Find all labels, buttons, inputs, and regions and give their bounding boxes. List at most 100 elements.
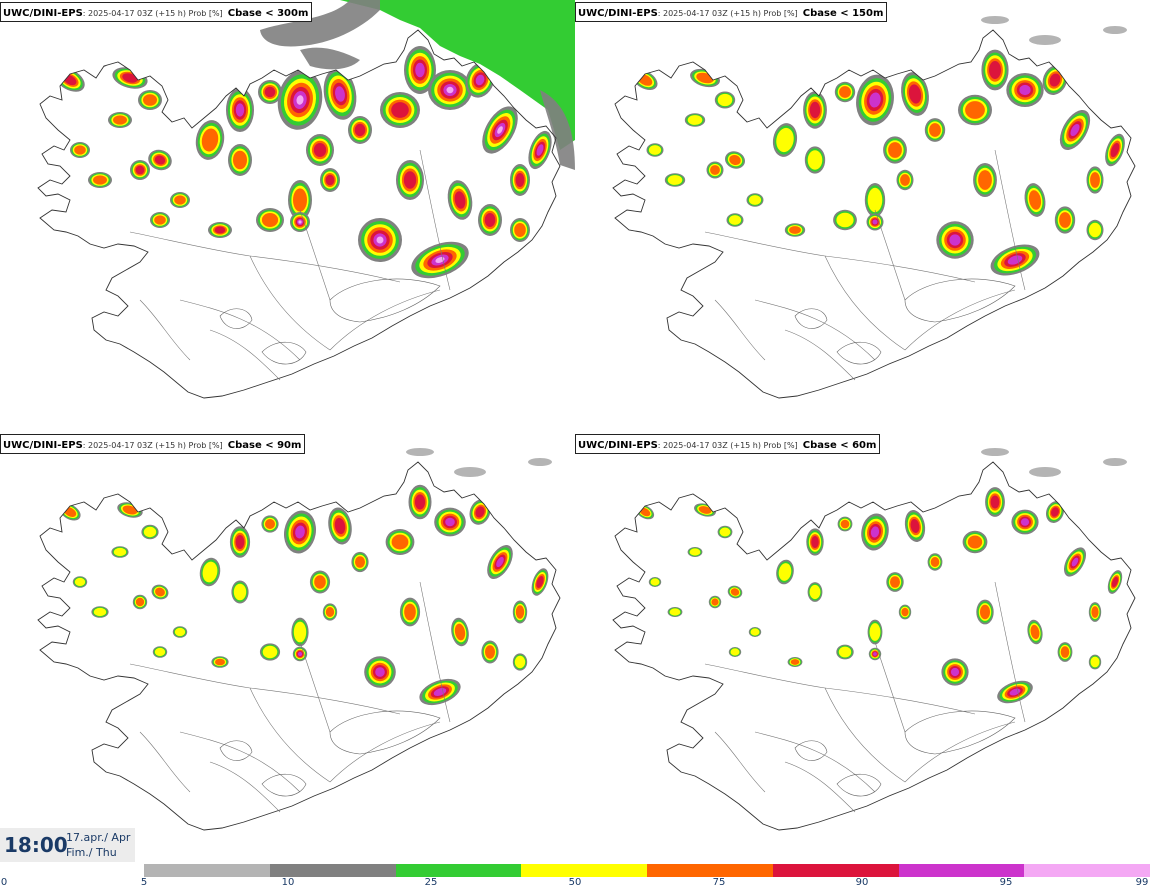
prob-contour [687, 115, 703, 125]
prob-contour [978, 170, 992, 190]
prob-contour [74, 145, 86, 155]
prob-contour [872, 219, 878, 225]
region-border [824, 255, 976, 283]
colorbar-ticks: 0 5 10 25 50 75 90 95 99 [0, 877, 1150, 891]
glacier-outline [794, 308, 828, 329]
colorbar-tick: 5 [140, 877, 148, 888]
prob-contour [435, 257, 445, 263]
prob-contour [667, 175, 683, 185]
probability-colorbar [144, 864, 1150, 877]
prob-contour [314, 575, 326, 589]
region-border [249, 255, 401, 283]
prob-contour [215, 658, 225, 666]
prob-contour [710, 165, 720, 175]
prob-contour [404, 603, 416, 621]
prob-contour [1091, 606, 1099, 618]
glacier-outline [329, 278, 441, 323]
prob-contour [650, 578, 660, 586]
prob-field-sea [540, 90, 575, 170]
prob-contour [154, 647, 166, 657]
prob-contour [778, 563, 792, 581]
prob-contour [233, 583, 247, 601]
prob-contour [717, 93, 733, 107]
prob-contour [838, 646, 852, 658]
prob-contour [839, 86, 851, 98]
region-border [249, 255, 331, 351]
prob-contour [989, 61, 1001, 79]
coastline [612, 461, 1136, 831]
region-border [329, 289, 441, 351]
colorbar-segment [898, 864, 1025, 877]
prob-contour [174, 627, 186, 637]
prob-field-sea [1103, 458, 1127, 466]
prob-contour [497, 126, 503, 134]
prob-field-sea [300, 47, 360, 70]
prob-field-sea [260, 0, 380, 47]
colorbar-tick: 99 [1135, 877, 1149, 888]
prob-contour [265, 519, 275, 529]
prob-contour [698, 506, 712, 514]
prob-contour [94, 56, 106, 64]
prob-contour [1088, 222, 1102, 238]
prob-contour [890, 576, 900, 588]
prob-contour [873, 652, 877, 656]
colorbar-tick: 25 [424, 877, 438, 888]
prob-contour [235, 103, 245, 117]
prob-contour [214, 226, 226, 234]
prob-contour [1020, 518, 1030, 526]
prob-contour [809, 101, 821, 119]
panel-title: UWC/DINI-EPS: 2025-04-17 03Z (+15 h) Pro… [0, 2, 313, 22]
prob-contour [403, 171, 417, 189]
colorbar-tick: 95 [999, 877, 1013, 888]
prob-contour [967, 535, 983, 549]
prob-contour [789, 226, 801, 234]
prob-contour [514, 655, 526, 669]
glacier-outline [329, 710, 441, 755]
prob-contour [74, 577, 86, 587]
colorbar-segment [144, 864, 270, 877]
prob-contour [296, 95, 304, 105]
prob-contour [155, 587, 165, 597]
region-border [179, 731, 301, 793]
coastline [612, 29, 1136, 399]
prob-field-sea [1103, 26, 1127, 34]
coastline [37, 29, 561, 399]
glacier-outline [219, 308, 253, 329]
region-border [704, 663, 826, 689]
prob-contour [536, 575, 544, 589]
glacier-outline [904, 278, 1016, 323]
region-border [824, 687, 906, 783]
region-border [784, 761, 856, 813]
prob-contour [670, 488, 680, 496]
iceland-map [37, 0, 575, 399]
prob-contour [297, 651, 303, 657]
prob-contour [1051, 507, 1059, 517]
prob-contour [485, 645, 495, 659]
valid-time: 18:00 [4, 833, 68, 857]
prob-contour [113, 115, 127, 125]
prob-contour [313, 143, 327, 157]
prob-contour [202, 561, 218, 583]
map-panel-cbase-60m: UWC/DINI-EPS: 2025-04-17 03Z (+15 h) Pro… [575, 432, 1150, 862]
prob-contour [154, 155, 166, 165]
prob-contour [1090, 172, 1100, 188]
prob-field-sea [528, 458, 552, 466]
prob-contour [414, 494, 426, 510]
colorbar-tick: 75 [712, 877, 726, 888]
prob-contour [93, 175, 107, 185]
region-border [299, 641, 331, 733]
region-border [209, 761, 281, 813]
iceland-map [37, 448, 561, 831]
colorbar-tick: 50 [568, 877, 582, 888]
valid-date: 17.apr./ Apr [66, 831, 131, 844]
region-border [754, 299, 876, 361]
prob-contour [391, 534, 409, 550]
iceland-map [612, 16, 1136, 399]
prob-contour [122, 505, 138, 515]
prob-contour [454, 623, 466, 641]
region-border [249, 687, 401, 715]
prob-field-sea [981, 448, 1009, 456]
prob-contour [1028, 190, 1042, 210]
prob-contour [261, 213, 279, 227]
prob-contour [235, 535, 245, 549]
